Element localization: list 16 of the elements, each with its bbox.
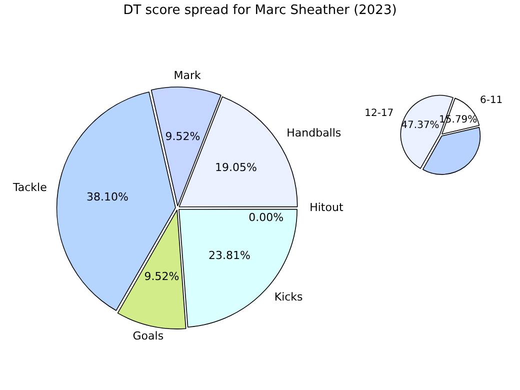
data-label: 19.05% xyxy=(215,160,258,174)
text: 0.00% xyxy=(248,210,284,224)
data-label: 47.37% xyxy=(401,120,440,132)
chart-title: DT score spread for Marc Sheather (2023) xyxy=(122,3,398,18)
slice-label: Handballs xyxy=(286,126,342,140)
slice-label: Tackle xyxy=(12,181,48,194)
category-label: Hitout xyxy=(310,200,344,214)
slice-label: 12-17 xyxy=(364,108,394,119)
data-label: 9.52% xyxy=(165,130,200,144)
slice-label: 6-11 xyxy=(480,95,503,106)
data-label: 23.81% xyxy=(208,249,250,262)
data-label: 38.10% xyxy=(86,190,128,204)
slice-label: Mark xyxy=(174,69,202,82)
slice-label: Goals xyxy=(132,330,164,343)
data-label: 9.52% xyxy=(144,270,180,283)
slice-label: Kicks xyxy=(274,290,304,304)
